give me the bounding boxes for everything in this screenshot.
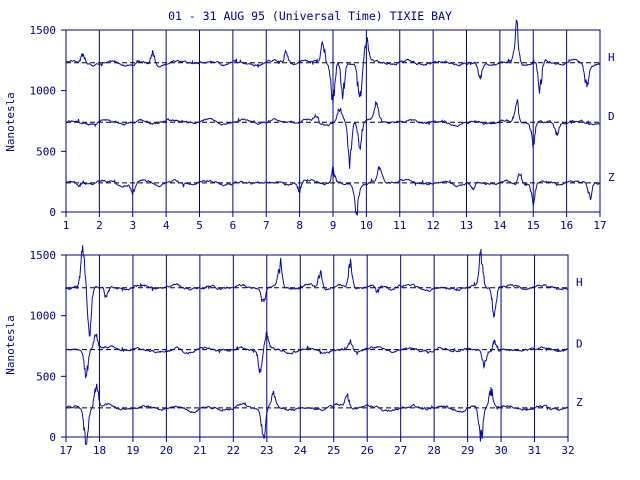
x-tick-label: 13 xyxy=(460,219,473,232)
y-axis-label-bottom: Nanotesla xyxy=(4,315,17,375)
x-tick-label: 11 xyxy=(393,219,406,232)
x-tick-label: 5 xyxy=(196,219,203,232)
x-tick-label: 17 xyxy=(593,219,606,232)
y-tick-label: 1500 xyxy=(30,249,57,262)
series-label-d: D xyxy=(608,110,615,123)
y-axis-label-top: Nanotesla xyxy=(4,92,17,152)
y-tick-label: 500 xyxy=(36,145,56,158)
chart-title: 01 - 31 AUG 95 (Universal Time) TIXIE BA… xyxy=(168,9,452,23)
plot-frame xyxy=(65,254,569,438)
series-h-trace xyxy=(65,19,601,105)
x-tick-label: 21 xyxy=(193,444,206,457)
x-tick-label: 23 xyxy=(260,444,273,457)
x-tick-label: 8 xyxy=(296,219,303,232)
x-tick-label: 26 xyxy=(361,444,374,457)
chart-panel-bottom: 17 18 19 20 21 22 23 24 25 26 27 28 29 30 31 32 0 500 1000… xyxy=(30,245,583,457)
x-tick-label: 2 xyxy=(96,219,103,232)
series-label-z: Z xyxy=(576,396,583,409)
y-tick-label: 1000 xyxy=(30,310,57,323)
series-label-h: H xyxy=(608,51,615,64)
x-tick-label: 15 xyxy=(527,219,540,232)
x-tick-label: 19 xyxy=(126,444,139,457)
x-tick-label: 16 xyxy=(560,219,573,232)
x-tick-label: 18 xyxy=(93,444,106,457)
x-tick-label: 27 xyxy=(394,444,407,457)
series-label-h: H xyxy=(576,276,583,289)
series-label-d: D xyxy=(576,338,583,351)
x-tick-label: 28 xyxy=(428,444,441,457)
x-tick-label: 7 xyxy=(263,219,270,232)
x-tick-label: 10 xyxy=(360,219,373,232)
series-d-trace xyxy=(65,99,601,169)
x-tick-label: 3 xyxy=(129,219,136,232)
y-tick-label: 1500 xyxy=(30,24,57,37)
x-tick-label: 22 xyxy=(227,444,240,457)
x-tick-label: 29 xyxy=(461,444,474,457)
x-tick-label: 30 xyxy=(494,444,507,457)
x-tick-label: 6 xyxy=(230,219,237,232)
series-label-z: Z xyxy=(608,171,615,184)
series-h-trace xyxy=(65,245,569,337)
x-tick-label: 25 xyxy=(327,444,340,457)
y-tick-label: 0 xyxy=(49,206,56,219)
series-z-trace xyxy=(65,165,601,216)
x-tick-label: 24 xyxy=(294,444,308,457)
x-tick-label: 32 xyxy=(561,444,574,457)
y-tick-label: 1000 xyxy=(30,85,57,98)
x-tick-label: 14 xyxy=(493,219,507,232)
series-z-trace xyxy=(65,383,569,445)
y-tick-label: 0 xyxy=(49,431,56,444)
x-tick-label: 1 xyxy=(63,219,70,232)
series-d-trace xyxy=(65,330,569,379)
x-tick-label: 4 xyxy=(163,219,170,232)
y-tick-label: 500 xyxy=(36,370,56,383)
x-tick-label: 20 xyxy=(160,444,173,457)
x-tick-label: 9 xyxy=(330,219,337,232)
x-tick-label: 12 xyxy=(427,219,440,232)
x-tick-label: 31 xyxy=(528,444,541,457)
x-tick-label: 17 xyxy=(59,444,72,457)
